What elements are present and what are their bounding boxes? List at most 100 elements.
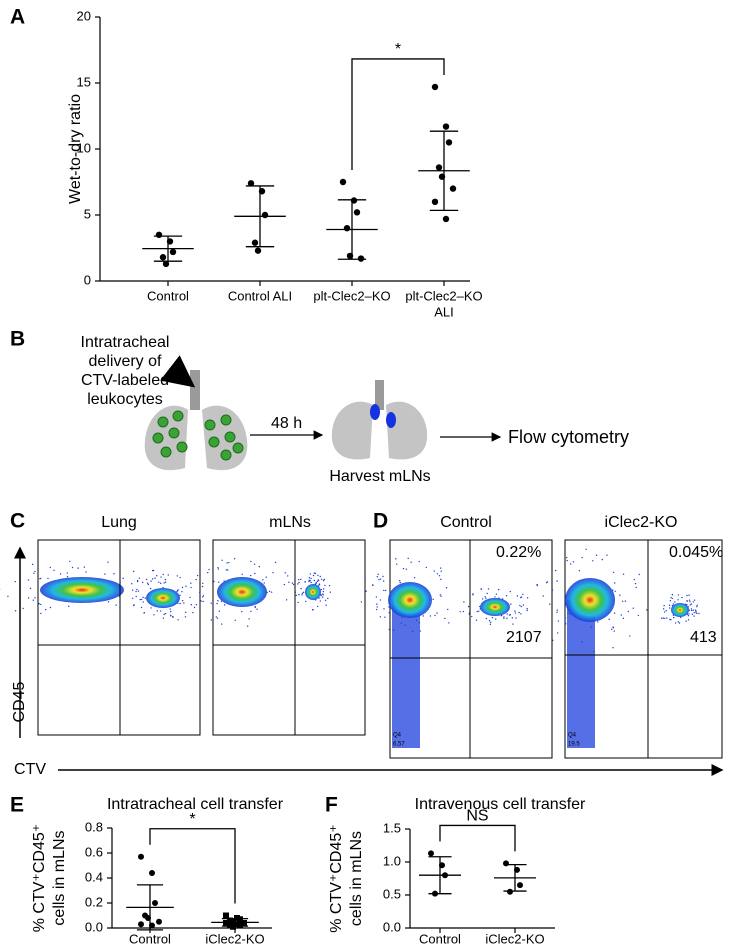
- event-dot: [142, 596, 144, 599]
- panel-letter: D: [373, 510, 388, 533]
- point: [431, 83, 439, 91]
- y-tick-label: 1.5: [383, 820, 401, 835]
- sd-whisker: [429, 130, 459, 212]
- flow-plot: [0, 539, 205, 736]
- event-dot: [234, 619, 236, 621]
- point: [138, 921, 144, 928]
- event-dot: [536, 584, 539, 587]
- event-dot: [612, 627, 614, 629]
- event-dot: [47, 577, 49, 580]
- event-dot: [202, 595, 205, 597]
- event-dot: [398, 580, 401, 582]
- event-dot: [131, 589, 134, 591]
- event-dot: [520, 605, 523, 608]
- event-dot: [270, 591, 273, 593]
- event-dot: [413, 576, 416, 579]
- panel-letter: A: [10, 6, 25, 29]
- flow-plot: [360, 539, 553, 759]
- event-dot: [142, 601, 144, 603]
- event-dot: [614, 590, 616, 592]
- event-dot: [495, 593, 498, 595]
- point: [247, 180, 255, 187]
- event-dot: [300, 587, 302, 590]
- event-dot: [400, 622, 402, 625]
- event-dot: [686, 594, 688, 597]
- event-dot: [448, 622, 450, 624]
- point: [445, 139, 453, 146]
- significance-bracket: [351, 58, 445, 170]
- event-dot: [597, 621, 599, 623]
- event-dot: [505, 595, 508, 597]
- event-dot: [184, 616, 187, 618]
- point: [353, 209, 361, 216]
- event-dot: [686, 600, 688, 602]
- event-dot: [692, 609, 695, 611]
- event-dot: [317, 579, 320, 581]
- event-dot: [202, 600, 204, 603]
- event-dot: [40, 603, 42, 606]
- event-dot: [146, 582, 149, 584]
- event-dot: [201, 596, 204, 598]
- point: [517, 882, 523, 889]
- event-dot: [462, 610, 465, 613]
- sd-whisker: [221, 917, 249, 927]
- event-dot: [318, 583, 321, 586]
- event-dot: [510, 603, 512, 605]
- x-tick-label: Control ALI: [228, 288, 292, 303]
- event-dot: [695, 611, 697, 614]
- event-dot: [208, 568, 210, 571]
- flow-axis-label: CTV: [14, 761, 46, 778]
- event-dot: [34, 597, 36, 599]
- x-tick-label: iClec2-KO: [485, 931, 544, 945]
- density-blob: [480, 598, 510, 616]
- event-dot: [635, 586, 637, 589]
- flow-plot: [190, 539, 366, 736]
- event-dot: [624, 600, 627, 602]
- event-dot: [693, 615, 695, 617]
- event-dot: [542, 595, 544, 597]
- event-dot: [581, 556, 583, 559]
- event-dot: [439, 594, 441, 596]
- event-streak: [567, 600, 595, 748]
- event-dot: [477, 610, 480, 612]
- diagram-text: Flow cytometry: [508, 427, 629, 447]
- event-dot: [32, 599, 35, 601]
- event-dot: [200, 600, 202, 602]
- event-dot: [476, 610, 478, 613]
- event-dot: [66, 576, 69, 578]
- event-dot: [526, 609, 528, 612]
- lymph-node: [370, 404, 380, 420]
- y-tick-label: 15: [77, 74, 91, 89]
- event-dot: [291, 582, 294, 584]
- event-dot: [298, 581, 300, 584]
- event-dot: [221, 623, 223, 625]
- event-dot: [418, 560, 420, 563]
- event-dot: [518, 611, 520, 614]
- event-dot: [436, 573, 439, 575]
- event-dot: [246, 625, 249, 627]
- event-dot: [557, 620, 560, 622]
- event-dot: [149, 587, 152, 590]
- point: [162, 260, 170, 268]
- event-dot: [316, 605, 319, 608]
- y-axis-label: % CTV⁺CD45⁺: [31, 824, 48, 932]
- event-dot: [418, 622, 421, 624]
- point: [442, 215, 450, 223]
- event-dot: [169, 608, 171, 610]
- event-dot: [284, 572, 286, 574]
- event-dot: [183, 602, 185, 604]
- event-dot: [681, 596, 683, 599]
- flow-plot: [536, 539, 723, 759]
- event-dot: [621, 600, 624, 602]
- event-dot: [622, 573, 625, 575]
- event-dot: [481, 598, 484, 600]
- event-dot: [190, 582, 192, 584]
- event-dot: [678, 622, 681, 624]
- event-dot: [152, 569, 155, 572]
- event-dot: [329, 591, 332, 593]
- event-dot: [318, 597, 320, 599]
- event-dot: [691, 613, 694, 616]
- event-dot: [310, 577, 312, 580]
- event-dot: [686, 604, 688, 606]
- event-dot: [475, 619, 478, 621]
